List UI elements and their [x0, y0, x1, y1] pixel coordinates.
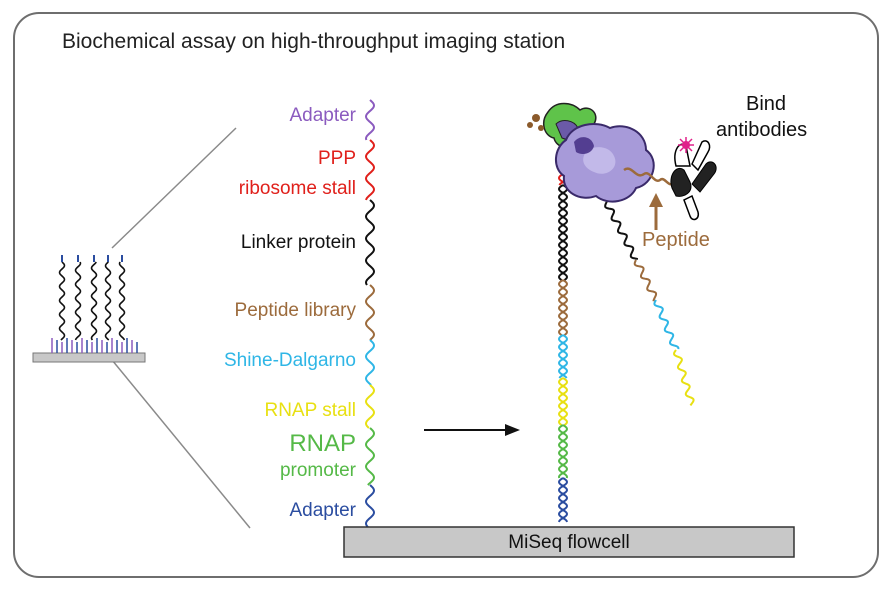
mini-flowcell	[32, 352, 146, 363]
duplex-b-segment-4	[557, 279, 569, 336]
strand-segment-0	[365, 99, 375, 141]
duplex-a-segment-7	[557, 424, 569, 479]
mini-strand-2	[90, 261, 98, 341]
ribosome	[555, 123, 655, 203]
mrna-segment-2	[653, 299, 680, 350]
mini-strand-4	[118, 261, 126, 341]
mrna-segment-3	[673, 349, 695, 407]
peptide-arrow	[649, 193, 663, 230]
duplex-b-segment-9	[557, 477, 569, 523]
mini-strand-0	[58, 261, 66, 341]
strand-segment-6	[365, 384, 375, 429]
label-linker-protein: Linker protein	[240, 232, 356, 253]
duplex-a-segment-5	[557, 334, 569, 379]
zoom-line-bottom	[111, 359, 251, 529]
bind-antibodies-line2: antibodies	[716, 119, 808, 141]
mrna-segment-1	[633, 259, 658, 302]
label-adapter-top: Adapter	[289, 105, 356, 126]
miseq-flowcell	[343, 526, 795, 558]
label-ribosome-stall: ribosome stall	[238, 178, 356, 199]
strand-segment-4	[365, 284, 375, 341]
strand-segment-9	[365, 484, 375, 528]
duplex-b-segment-3	[557, 184, 569, 281]
figure-frame	[13, 12, 879, 578]
label-rnap-stall: RNAP stall	[264, 400, 356, 421]
strand-segment-7	[365, 427, 375, 486]
duplex-b-segment-6	[557, 377, 569, 426]
mini-strand-3	[104, 261, 112, 341]
label-adapter-bottom: Adapter	[289, 500, 356, 521]
flowcell-label: MiSeq flowcell	[508, 532, 630, 553]
bind-antibodies-line1: Bind	[746, 93, 787, 115]
label-rnap: RNAP	[289, 430, 356, 457]
mrna-tail	[597, 189, 695, 407]
duplex-a-segment-9	[557, 477, 569, 523]
strand-segment-1	[365, 139, 375, 201]
figure-title: Biochemical assay on high-throughput ima…	[62, 30, 566, 53]
strand-segment-5	[365, 339, 375, 386]
peptide-label: Peptide	[642, 229, 710, 251]
duplex-b-segment-5	[557, 334, 569, 379]
bound-dna-strand	[557, 139, 572, 523]
zoom-line-top	[111, 127, 237, 249]
label-promoter: promoter	[279, 460, 356, 481]
label-shine-dalgarno: Shine-Dalgarno	[223, 350, 356, 371]
duplex-b-segment-7	[557, 424, 569, 479]
mini-strand-1	[74, 261, 82, 341]
label-peptide-library: Peptide library	[234, 300, 356, 321]
peptide-chain	[623, 167, 673, 186]
strand-segment-3	[365, 199, 375, 286]
fluorophore-star	[678, 137, 694, 153]
duplex-a-segment-4	[557, 279, 569, 336]
transition-arrow	[424, 424, 520, 436]
mini-dna-cluster	[51, 255, 138, 353]
label-ppp: PPP	[317, 148, 356, 169]
antibody	[670, 137, 717, 221]
construct-strand	[365, 99, 375, 528]
